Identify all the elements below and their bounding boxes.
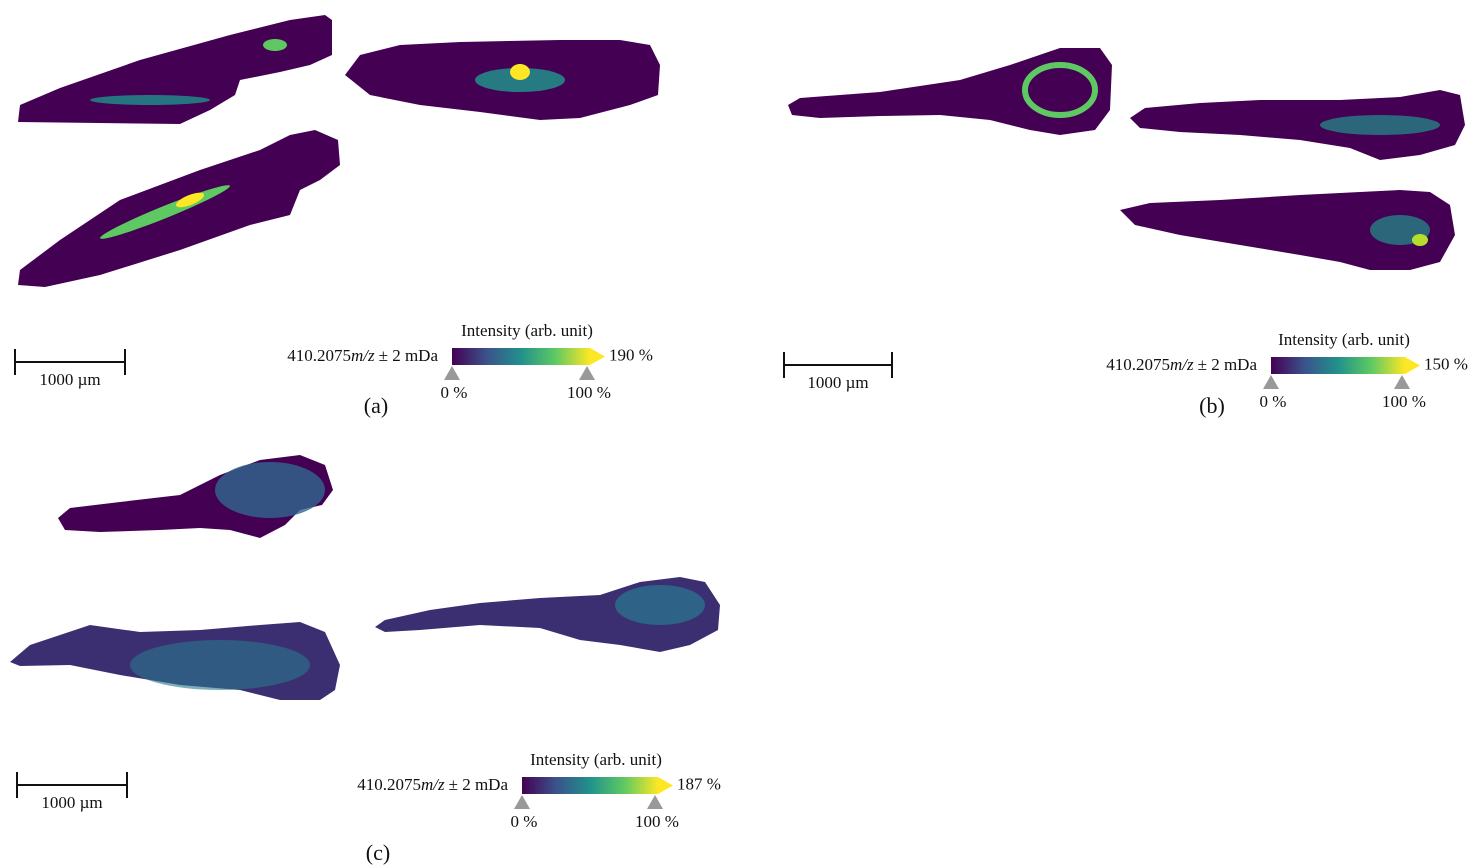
tissue xyxy=(18,15,332,124)
mass: 410.2075 xyxy=(287,346,351,365)
signal xyxy=(1412,234,1428,246)
panel: 1000 µm 410.2075m/z± 2 mDa Intensity (arb.… xyxy=(784,330,1468,418)
colorbar-marker xyxy=(579,366,595,380)
tissue xyxy=(788,48,1112,135)
panel-label: (a) xyxy=(364,393,388,418)
mass: 410.2075 xyxy=(357,775,421,794)
colorbar-tick-label: 100 % xyxy=(1382,392,1426,411)
page: 1000 µm410.2075m/z± 2 mDaIntensity (arb.… xyxy=(0,0,1479,868)
tissue-images-a xyxy=(18,15,660,287)
tolerance: ± 2 mDa xyxy=(449,775,509,794)
tolerance: ± 2 mDa xyxy=(1198,355,1258,374)
colorbar-tick-label: 0 % xyxy=(511,812,538,831)
tolerance: ± 2 mDa xyxy=(379,346,439,365)
tissue-images-c xyxy=(10,455,720,700)
signal xyxy=(510,64,530,80)
colorbar-max-label: 190 % xyxy=(609,345,653,364)
colorbar-marker xyxy=(647,795,663,809)
signal xyxy=(615,585,705,625)
colorbar-tick-label: 0 % xyxy=(1260,392,1287,411)
colorbar-title: Intensity (arb. unit) xyxy=(1278,330,1410,349)
mass: 410.2075 xyxy=(1106,355,1170,374)
mz-label: 410.2075m/z± 2 mDa xyxy=(357,775,508,794)
scale-bar-label: 1000 µm xyxy=(41,793,102,812)
colorbar-extend xyxy=(590,348,605,365)
mz-label: 410.2075m/z± 2 mDa xyxy=(287,346,438,365)
colorbar-extend xyxy=(658,777,673,794)
tissue-images-b xyxy=(788,48,1465,270)
mass-unit: m/z xyxy=(421,775,445,794)
signal xyxy=(90,95,210,105)
mass-unit: m/z xyxy=(351,346,375,365)
panel: 1000 µm 410.2075m/z± 2 mDa Intensity (arb.… xyxy=(15,321,653,418)
colorbar-marker xyxy=(514,795,530,809)
colorbar-extend xyxy=(1405,357,1420,374)
scale-bar-label: 1000 µm xyxy=(807,373,868,392)
signal xyxy=(130,640,310,690)
mz-label: 410.2075m/z± 2 mDa xyxy=(1106,355,1257,374)
colorbar-max-label: 187 % xyxy=(677,774,721,793)
colorbar-marker xyxy=(444,366,460,380)
mass-unit: m/z xyxy=(1170,355,1194,374)
colorbar-marker xyxy=(1263,375,1279,389)
colorbar xyxy=(1271,357,1405,374)
panel-label: (b) xyxy=(1199,393,1225,418)
panel-label: (c) xyxy=(366,840,390,865)
colorbar-title: Intensity (arb. unit) xyxy=(530,750,662,769)
colorbar-tick-label: 100 % xyxy=(567,383,611,402)
scale-bar-label: 1000 µm xyxy=(39,370,100,389)
signal xyxy=(263,39,287,51)
colorbar xyxy=(452,348,590,365)
panel: 1000 µm 410.2075m/z± 2 mDa Intensity (arb.… xyxy=(17,750,721,865)
colorbar-tick-label: 100 % xyxy=(635,812,679,831)
colorbar xyxy=(522,777,658,794)
signal xyxy=(215,462,325,518)
figure: 1000 µm410.2075m/z± 2 mDaIntensity (arb.… xyxy=(0,0,1479,868)
colorbar-marker xyxy=(1394,375,1410,389)
colorbar-title: Intensity (arb. unit) xyxy=(461,321,593,340)
signal xyxy=(1320,115,1440,135)
colorbar-max-label: 150 % xyxy=(1424,354,1468,373)
colorbar-tick-label: 0 % xyxy=(441,383,468,402)
